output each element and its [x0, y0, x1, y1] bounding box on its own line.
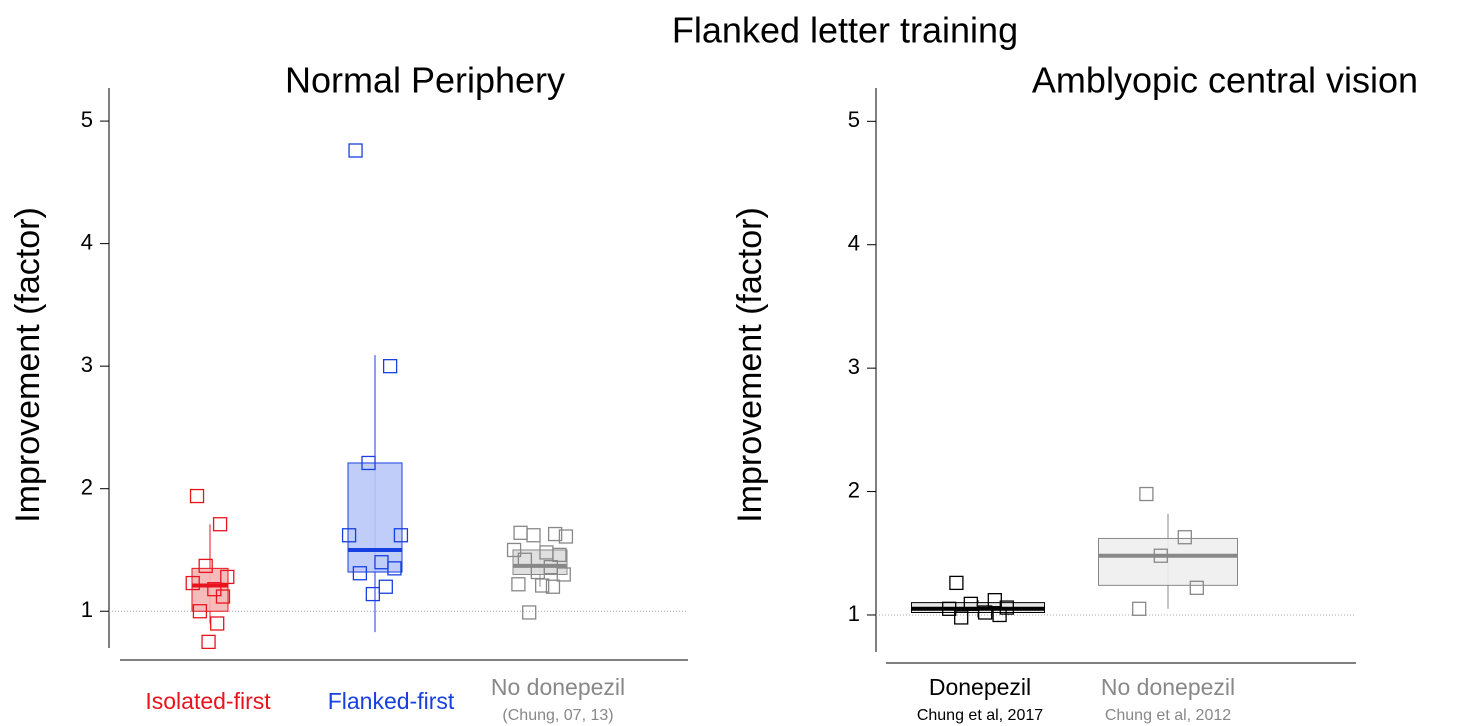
x-tick-note: Chung et al, 2017 [917, 707, 1043, 724]
data-point [978, 605, 993, 620]
data-point [1139, 486, 1154, 502]
data-point [215, 589, 231, 604]
data-point [365, 586, 380, 602]
y-axis-label: Improvement (factor) [731, 207, 769, 523]
data-point [522, 605, 537, 620]
panel-title: Amblyopic central vision [1032, 60, 1418, 101]
y-tick-label: 5 [81, 107, 93, 132]
data-point [185, 575, 200, 591]
data-point [212, 517, 228, 532]
data-point [361, 455, 376, 471]
data-point [552, 547, 567, 563]
x-tick-label: Donepezil [929, 674, 1031, 700]
y-tick-label: 5 [848, 107, 860, 132]
y-tick-label: 2 [81, 475, 93, 500]
x-tick-label: No donepezil [491, 674, 625, 700]
data-point [517, 552, 533, 567]
data-point [1189, 580, 1204, 595]
data-point [382, 359, 398, 374]
y-tick-label: 1 [848, 601, 860, 626]
data-point [341, 528, 357, 543]
data-point [348, 143, 363, 158]
data-point [207, 582, 222, 597]
y-tick-label: 3 [81, 352, 93, 377]
data-point [558, 529, 574, 544]
data-point [220, 569, 235, 585]
x-tick-note: (Chung, 07, 13) [502, 707, 613, 724]
data-point [352, 566, 368, 581]
data-point [535, 578, 550, 593]
data-point [192, 604, 208, 619]
data-point [545, 579, 561, 594]
data-point [210, 616, 225, 631]
y-tick-label: 1 [81, 597, 93, 622]
data-point [378, 579, 393, 594]
box [1098, 537, 1238, 586]
data-point [189, 488, 205, 504]
data-point [506, 542, 522, 558]
data-point [954, 610, 969, 625]
data-point [1153, 548, 1168, 563]
data-point [942, 601, 957, 616]
panel-title: Normal Periphery [285, 60, 565, 101]
data-point [949, 575, 964, 591]
x-tick-label: Flanked-first [328, 688, 455, 714]
data-point [198, 558, 213, 574]
y-axis-label: Improvement (factor) [9, 207, 47, 523]
data-point [513, 525, 528, 540]
y-tick-label: 4 [848, 231, 860, 256]
box [347, 462, 403, 573]
x-tick-label: Isolated-first [145, 688, 271, 714]
data-point [992, 607, 1007, 623]
data-point [556, 567, 571, 582]
data-point [1177, 530, 1192, 545]
x-tick-note: Chung et al, 2012 [1105, 707, 1231, 724]
figure-title: Flanked letter training [672, 10, 1018, 51]
y-tick-label: 4 [81, 229, 93, 254]
data-point [526, 528, 541, 543]
data-point [201, 634, 216, 650]
data-point [547, 526, 563, 542]
data-point [999, 600, 1014, 615]
y-tick-label: 2 [848, 477, 860, 502]
data-point [1132, 601, 1147, 616]
data-point [511, 577, 526, 592]
x-tick-label: No donepezil [1101, 674, 1235, 700]
data-point [963, 596, 978, 612]
data-point [393, 528, 409, 543]
y-tick-label: 3 [848, 354, 860, 379]
data-point [987, 593, 1002, 608]
data-point [387, 561, 402, 576]
